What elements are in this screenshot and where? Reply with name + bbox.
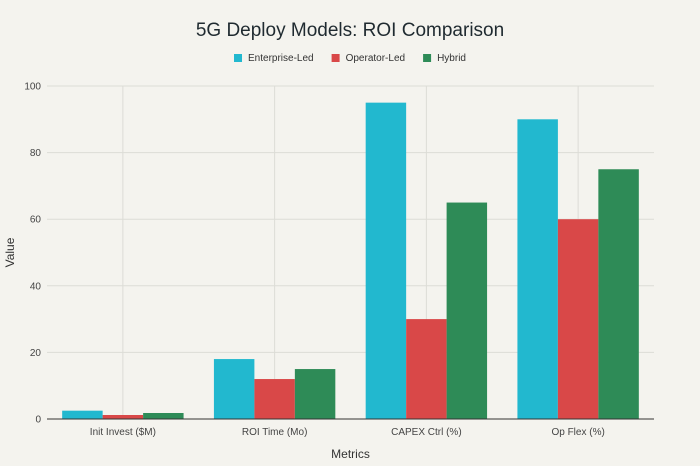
x-axis-ticks: Init Invest ($M) ROI Time (Mo) CAPEX Ctrl … [90,427,605,438]
legend-swatch [423,54,432,62]
y-tick-label: 40 [30,281,42,292]
legend-label: Operator-Led [346,53,405,64]
bar-enterprise-led-0 [62,410,103,419]
y-tick-label: 80 [30,148,42,159]
bars-group [62,102,639,420]
y-axis-ticks: 0 20 40 60 80 100 [24,82,41,426]
x-tick-label: Op Flex (%) [551,427,604,438]
x-tick-label: ROI Time (Mo) [242,427,308,438]
y-axis-label: Value [3,237,17,267]
x-tick-label: Init Invest ($M) [90,427,156,438]
legend-swatch [331,54,340,62]
bar-operator-led-2 [406,319,447,419]
legend: Enterprise-Led Operator-Led Hybrid [234,53,466,64]
bar-enterprise-led-1 [213,359,255,419]
bar-operator-led-0 [102,415,144,419]
legend-label: Enterprise-Led [248,53,314,64]
y-tick-label: 60 [30,215,42,226]
x-axis-label: Metrics [331,447,370,461]
bar-hybrid-2 [446,202,488,419]
bar-hybrid-1 [294,369,336,419]
bar-operator-led-3 [557,219,599,419]
y-tick-label: 100 [24,82,41,93]
legend-item: Enterprise-Led [234,53,314,64]
y-tick-label: 0 [35,415,41,426]
bar-hybrid-3 [598,169,639,419]
bar-hybrid-0 [143,413,184,419]
bar-operator-led-1 [254,379,295,419]
bar-enterprise-led-3 [517,119,558,420]
bar-enterprise-led-2 [365,102,407,420]
legend-item: Hybrid [423,53,466,64]
y-tick-label: 20 [30,348,42,359]
x-tick-label: CAPEX Ctrl (%) [391,427,462,438]
legend-swatch [234,54,243,62]
legend-label: Hybrid [437,53,466,64]
chart-title: 5G Deploy Models: ROI Comparison [196,20,504,41]
legend-item: Operator-Led [331,53,405,64]
